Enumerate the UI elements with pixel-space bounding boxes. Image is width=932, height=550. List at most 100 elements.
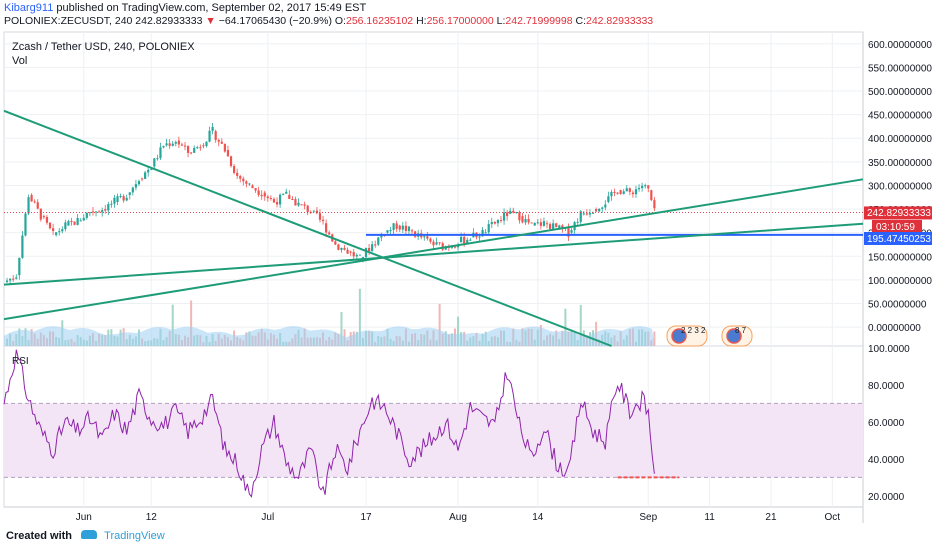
candle-body	[407, 226, 411, 232]
candle-body	[506, 212, 509, 217]
candle-body	[634, 189, 638, 195]
trendlines[interactable]	[3, 109, 864, 347]
candle-body	[346, 249, 349, 254]
candle-body	[524, 218, 527, 223]
tradingview-logo-icon	[81, 530, 98, 539]
candle-body	[481, 229, 484, 237]
candle-body	[404, 225, 407, 232]
level-price-tag: 195.47450253	[864, 232, 932, 245]
symbol-label: POLONIEX:ZECUSDT, 240	[4, 15, 133, 27]
candle-body	[490, 222, 493, 225]
candle-body	[15, 277, 18, 279]
candle-body	[487, 224, 490, 233]
candle-body	[441, 243, 444, 250]
candle-body	[180, 144, 184, 146]
candle-body	[380, 235, 383, 238]
event-badge-earnings[interactable]: 8 7	[721, 325, 753, 347]
candle-body	[398, 225, 401, 230]
candle-body	[88, 212, 91, 214]
price-tick-label: 300.00000000	[868, 181, 932, 192]
candle-body	[607, 196, 610, 202]
candle-body	[644, 185, 647, 187]
candle-body	[165, 143, 168, 146]
candle-body	[579, 211, 582, 222]
time-tick-label: Sep	[639, 512, 657, 523]
candle-body	[570, 230, 573, 233]
candle-body	[432, 241, 435, 246]
candle-body	[76, 218, 79, 225]
candle-body	[51, 228, 55, 232]
candle-body	[625, 188, 628, 192]
candle-body	[300, 204, 303, 206]
volume-bar	[438, 303, 441, 346]
rsi-overbought-oversold-band	[4, 403, 863, 478]
time-tick-label: 12	[146, 512, 158, 523]
ohlc-open: 256.16235102	[345, 15, 414, 27]
candle-body	[104, 209, 107, 211]
candle-body	[113, 197, 116, 204]
last-price: 242.82933333	[135, 15, 203, 27]
trendline[interactable]	[3, 178, 864, 321]
horizontal-grid	[4, 43, 863, 328]
candle-body	[168, 143, 171, 146]
price-tick-label: 350.00000000	[868, 158, 932, 169]
candle-body	[55, 232, 58, 236]
candle-body	[220, 141, 223, 144]
candle-body	[177, 140, 180, 145]
candle-body	[30, 194, 33, 202]
candle-body	[361, 257, 365, 259]
candle-body	[325, 223, 328, 233]
candle-body	[229, 156, 233, 167]
rsi-band	[4, 402, 863, 478]
candle-body	[610, 191, 613, 197]
rsi-axis[interactable]: 100.0000 80.0000 60.0000 40.0000 20.0000	[868, 344, 910, 503]
candle-body	[190, 152, 193, 154]
candle-body	[171, 143, 174, 146]
countdown-tag: 03:10:59	[872, 220, 922, 233]
candle-body	[140, 178, 144, 180]
candle-body	[628, 188, 631, 192]
price-tick-label: 400.00000000	[868, 134, 932, 145]
rsi-pane-title: RSI	[12, 356, 29, 367]
candle-body	[321, 219, 325, 222]
candle-body	[82, 217, 85, 221]
candle-body	[27, 197, 30, 214]
candle-body	[364, 248, 368, 258]
level-price-tag-label: 195.47450253	[867, 234, 931, 245]
price-axis[interactable]: 600.00000000 550.00000000 500.00000000 450.…	[868, 40, 932, 334]
trendline[interactable]	[3, 222, 864, 286]
candle-body	[616, 192, 619, 194]
candle-body	[542, 221, 546, 226]
candle-body	[518, 212, 521, 221]
candle-body	[260, 194, 263, 197]
time-tick-label: 14	[532, 512, 544, 523]
candle-body	[509, 210, 512, 214]
time-tick-label: 17	[360, 512, 372, 523]
candle-body	[521, 216, 524, 223]
publish-info: Kibarg911 published on TradingView.com, …	[4, 2, 366, 14]
candle-body	[631, 192, 635, 195]
time-axis[interactable]: Jun 12 Jul 17 Aug 14 Sep 11 21 Oct	[76, 512, 841, 523]
trendline[interactable]	[3, 109, 612, 347]
publisher-link[interactable]: Kibarg911	[4, 2, 54, 14]
candle-body	[463, 236, 466, 244]
price-tick-label: 450.00000000	[868, 111, 932, 122]
candle-body	[199, 147, 202, 149]
event-badge-dividends[interactable]: 2 2 3 2	[666, 325, 708, 347]
price-tick-label: 150.00000000	[868, 252, 932, 263]
rsi-line	[3, 349, 655, 498]
tradingview-brand[interactable]: TradingView	[104, 530, 165, 542]
candle-body	[5, 280, 9, 283]
candle-body	[539, 222, 542, 226]
footer: Created with TradingView	[6, 530, 165, 542]
candle-body	[438, 242, 441, 244]
ohlc-close: 242.82933333	[585, 15, 654, 27]
candle-body	[312, 210, 315, 212]
candle-body	[236, 172, 239, 176]
candle-body	[282, 193, 285, 195]
candle-body	[98, 211, 101, 213]
candle-body	[33, 201, 36, 203]
candle-body	[340, 247, 343, 250]
